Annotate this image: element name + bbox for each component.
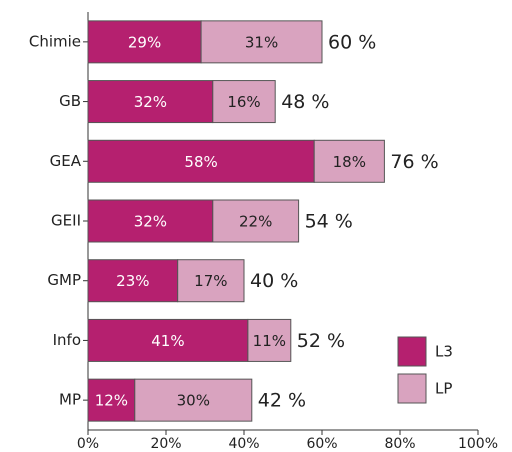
- bar-segment: [87, 199, 214, 243]
- value-label: 31%: [245, 33, 278, 51]
- x-tick-label: 40%: [228, 436, 259, 452]
- value-label: 32%: [134, 93, 167, 111]
- legend-swatch: [397, 336, 427, 367]
- category-label: Info: [53, 331, 81, 349]
- value-label: 11%: [253, 332, 286, 350]
- x-tick-label: 80%: [384, 436, 415, 452]
- value-label: 16%: [227, 93, 260, 111]
- total-label: 60 %: [328, 31, 376, 53]
- category-label: GB: [59, 92, 81, 110]
- value-label: 30%: [177, 392, 210, 410]
- value-label: 58%: [184, 153, 217, 171]
- category-label: GEII: [51, 212, 81, 230]
- x-tick-label: 20%: [150, 436, 181, 452]
- value-label: 18%: [333, 153, 366, 171]
- value-label: 32%: [134, 213, 167, 231]
- category-label: GEA: [50, 152, 82, 170]
- bar-segment: [87, 378, 136, 422]
- value-label: 29%: [128, 33, 161, 51]
- bar-segment: [87, 318, 249, 362]
- value-label: 23%: [116, 272, 149, 290]
- bar-segment: [177, 259, 245, 303]
- total-label: 76 %: [390, 151, 438, 173]
- bar-segment: [200, 20, 323, 64]
- bar-segment: [87, 80, 214, 124]
- x-tick-label: 60%: [306, 436, 337, 452]
- value-label: 12%: [95, 392, 128, 410]
- category-label: MP: [59, 391, 81, 409]
- total-label: 54 %: [305, 211, 353, 233]
- value-label: 22%: [239, 213, 272, 231]
- total-label: 48 %: [281, 91, 329, 113]
- total-label: 40 %: [250, 270, 298, 292]
- category-label: GMP: [47, 271, 81, 289]
- bar-segment: [87, 139, 315, 183]
- x-tick-label: 0%: [77, 436, 99, 452]
- bar-segment: [134, 378, 253, 422]
- value-label: 17%: [194, 272, 227, 290]
- total-label: 42 %: [258, 390, 306, 412]
- bar-segment: [87, 259, 179, 303]
- bar-segment: [212, 80, 276, 124]
- category-label: Chimie: [29, 32, 81, 50]
- bar-segment: [212, 199, 300, 243]
- value-label: 41%: [151, 332, 184, 350]
- bar-segment: [313, 139, 385, 183]
- legend-swatch: [397, 373, 427, 404]
- legend-label: L3: [435, 343, 453, 361]
- total-label: 52 %: [297, 330, 345, 352]
- x-tick-label: 100%: [458, 436, 498, 452]
- legend-label: LP: [435, 380, 452, 398]
- bar-segment: [247, 318, 292, 362]
